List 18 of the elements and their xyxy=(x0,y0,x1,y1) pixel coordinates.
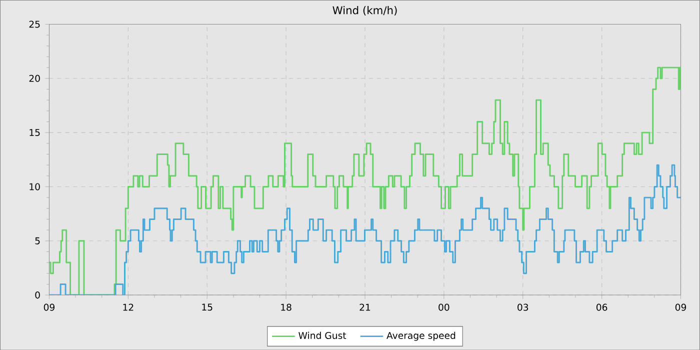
x-tick-label: 12 xyxy=(123,304,134,311)
y-tick-label: 5 xyxy=(35,237,40,244)
chart-title: Wind (km/h) xyxy=(332,6,397,16)
x-tick-label: 09 xyxy=(44,304,54,311)
y-tick-label: 15 xyxy=(30,128,40,136)
y-tick-label: 25 xyxy=(29,20,40,28)
y-tick-label: 10 xyxy=(30,183,40,190)
x-tick-label: 00 xyxy=(438,304,450,311)
y-tick-label: 0 xyxy=(35,291,40,298)
x-tick-label: 06 xyxy=(596,304,608,311)
legend-label: Average speed xyxy=(386,332,456,341)
y-tick-label: 20 xyxy=(29,74,40,82)
legend-label: Wind Gust xyxy=(298,332,346,339)
x-tick-label: 09 xyxy=(675,304,686,311)
x-tick-label: 18 xyxy=(281,304,292,311)
x-tick-label: 21 xyxy=(360,304,370,311)
x-tick-label: 15 xyxy=(202,304,212,311)
x-tick-label: 03 xyxy=(518,304,528,311)
